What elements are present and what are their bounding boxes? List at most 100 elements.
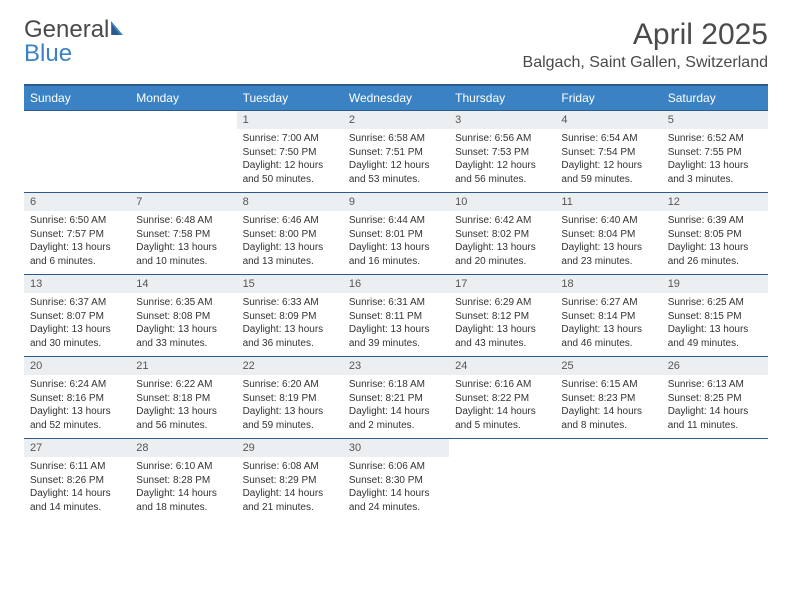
day-details: Sunrise: 6:44 AMSunset: 8:01 PMDaylight:… <box>343 211 449 271</box>
day-details: Sunrise: 6:27 AMSunset: 8:14 PMDaylight:… <box>555 293 661 353</box>
sunrise-text: Sunrise: 6:08 AM <box>243 460 337 474</box>
daylight-text: Daylight: 13 hours and 36 minutes. <box>243 323 337 350</box>
sunset-text: Sunset: 8:11 PM <box>349 310 443 324</box>
sunrise-text: Sunrise: 6:39 AM <box>668 214 762 228</box>
daylight-text: Daylight: 14 hours and 24 minutes. <box>349 487 443 514</box>
daylight-text: Daylight: 13 hours and 23 minutes. <box>561 241 655 268</box>
day-number: 2 <box>343 111 449 129</box>
day-details: Sunrise: 6:08 AMSunset: 8:29 PMDaylight:… <box>237 457 343 517</box>
day-number: 25 <box>555 357 661 375</box>
daylight-text: Daylight: 13 hours and 39 minutes. <box>349 323 443 350</box>
day-cell: 22Sunrise: 6:20 AMSunset: 8:19 PMDayligh… <box>237 357 343 439</box>
day-header-row: Sunday Monday Tuesday Wednesday Thursday… <box>24 85 768 111</box>
sunset-text: Sunset: 8:23 PM <box>561 392 655 406</box>
day-details: Sunrise: 6:37 AMSunset: 8:07 PMDaylight:… <box>24 293 130 353</box>
day-number: 22 <box>237 357 343 375</box>
day-number: 23 <box>343 357 449 375</box>
day-number: 4 <box>555 111 661 129</box>
day-cell <box>555 439 661 521</box>
sunset-text: Sunset: 8:08 PM <box>136 310 230 324</box>
sunset-text: Sunset: 8:05 PM <box>668 228 762 242</box>
day-details: Sunrise: 7:00 AMSunset: 7:50 PMDaylight:… <box>237 129 343 189</box>
day-cell: 29Sunrise: 6:08 AMSunset: 8:29 PMDayligh… <box>237 439 343 521</box>
calendar-body: 1Sunrise: 7:00 AMSunset: 7:50 PMDaylight… <box>24 111 768 521</box>
day-details: Sunrise: 6:11 AMSunset: 8:26 PMDaylight:… <box>24 457 130 517</box>
day-cell: 14Sunrise: 6:35 AMSunset: 8:08 PMDayligh… <box>130 275 236 357</box>
day-details: Sunrise: 6:40 AMSunset: 8:04 PMDaylight:… <box>555 211 661 271</box>
day-cell: 17Sunrise: 6:29 AMSunset: 8:12 PMDayligh… <box>449 275 555 357</box>
header: General Blue April 2025 Balgach, Saint G… <box>24 18 768 72</box>
page-root: General Blue April 2025 Balgach, Saint G… <box>0 0 792 539</box>
sunrise-text: Sunrise: 6:58 AM <box>349 132 443 146</box>
day-details: Sunrise: 6:24 AMSunset: 8:16 PMDaylight:… <box>24 375 130 435</box>
sunrise-text: Sunrise: 7:00 AM <box>243 132 337 146</box>
day-number: 28 <box>130 439 236 457</box>
week-row: 6Sunrise: 6:50 AMSunset: 7:57 PMDaylight… <box>24 193 768 275</box>
sunrise-text: Sunrise: 6:44 AM <box>349 214 443 228</box>
day-number: 13 <box>24 275 130 293</box>
day-cell: 20Sunrise: 6:24 AMSunset: 8:16 PMDayligh… <box>24 357 130 439</box>
sunset-text: Sunset: 8:07 PM <box>30 310 124 324</box>
sunset-text: Sunset: 7:54 PM <box>561 146 655 160</box>
sunrise-text: Sunrise: 6:56 AM <box>455 132 549 146</box>
daylight-text: Daylight: 14 hours and 21 minutes. <box>243 487 337 514</box>
sunrise-text: Sunrise: 6:10 AM <box>136 460 230 474</box>
daylight-text: Daylight: 13 hours and 6 minutes. <box>30 241 124 268</box>
sunrise-text: Sunrise: 6:06 AM <box>349 460 443 474</box>
daylight-text: Daylight: 14 hours and 2 minutes. <box>349 405 443 432</box>
day-cell <box>24 111 130 193</box>
day-cell: 21Sunrise: 6:22 AMSunset: 8:18 PMDayligh… <box>130 357 236 439</box>
day-details: Sunrise: 6:10 AMSunset: 8:28 PMDaylight:… <box>130 457 236 517</box>
day-number: 10 <box>449 193 555 211</box>
daylight-text: Daylight: 13 hours and 56 minutes. <box>136 405 230 432</box>
sunset-text: Sunset: 7:53 PM <box>455 146 549 160</box>
day-cell: 24Sunrise: 6:16 AMSunset: 8:22 PMDayligh… <box>449 357 555 439</box>
day-cell: 16Sunrise: 6:31 AMSunset: 8:11 PMDayligh… <box>343 275 449 357</box>
day-cell: 6Sunrise: 6:50 AMSunset: 7:57 PMDaylight… <box>24 193 130 275</box>
day-cell: 2Sunrise: 6:58 AMSunset: 7:51 PMDaylight… <box>343 111 449 193</box>
day-cell: 1Sunrise: 7:00 AMSunset: 7:50 PMDaylight… <box>237 111 343 193</box>
sunrise-text: Sunrise: 6:40 AM <box>561 214 655 228</box>
day-number: 6 <box>24 193 130 211</box>
sunset-text: Sunset: 7:57 PM <box>30 228 124 242</box>
sunset-text: Sunset: 8:02 PM <box>455 228 549 242</box>
sunset-text: Sunset: 8:29 PM <box>243 474 337 488</box>
day-number: 14 <box>130 275 236 293</box>
sunset-text: Sunset: 8:26 PM <box>30 474 124 488</box>
sunrise-text: Sunrise: 6:33 AM <box>243 296 337 310</box>
day-cell: 12Sunrise: 6:39 AMSunset: 8:05 PMDayligh… <box>662 193 768 275</box>
logo-text-block: General Blue <box>24 18 129 66</box>
day-cell: 27Sunrise: 6:11 AMSunset: 8:26 PMDayligh… <box>24 439 130 521</box>
week-row: 1Sunrise: 7:00 AMSunset: 7:50 PMDaylight… <box>24 111 768 193</box>
sunset-text: Sunset: 8:21 PM <box>349 392 443 406</box>
daylight-text: Daylight: 13 hours and 13 minutes. <box>243 241 337 268</box>
sunrise-text: Sunrise: 6:46 AM <box>243 214 337 228</box>
day-number: 18 <box>555 275 661 293</box>
daylight-text: Daylight: 12 hours and 56 minutes. <box>455 159 549 186</box>
dayhead-sat: Saturday <box>662 85 768 111</box>
daylight-text: Daylight: 13 hours and 43 minutes. <box>455 323 549 350</box>
day-number: 20 <box>24 357 130 375</box>
day-details: Sunrise: 6:50 AMSunset: 7:57 PMDaylight:… <box>24 211 130 271</box>
day-cell: 28Sunrise: 6:10 AMSunset: 8:28 PMDayligh… <box>130 439 236 521</box>
sunset-text: Sunset: 8:15 PM <box>668 310 762 324</box>
day-cell: 9Sunrise: 6:44 AMSunset: 8:01 PMDaylight… <box>343 193 449 275</box>
sunrise-text: Sunrise: 6:25 AM <box>668 296 762 310</box>
daylight-text: Daylight: 13 hours and 46 minutes. <box>561 323 655 350</box>
location-text: Balgach, Saint Gallen, Switzerland <box>523 54 768 72</box>
day-cell: 10Sunrise: 6:42 AMSunset: 8:02 PMDayligh… <box>449 193 555 275</box>
sunset-text: Sunset: 8:16 PM <box>30 392 124 406</box>
day-number: 1 <box>237 111 343 129</box>
sunset-text: Sunset: 8:19 PM <box>243 392 337 406</box>
day-cell: 25Sunrise: 6:15 AMSunset: 8:23 PMDayligh… <box>555 357 661 439</box>
daylight-text: Daylight: 14 hours and 18 minutes. <box>136 487 230 514</box>
day-number: 17 <box>449 275 555 293</box>
dayhead-sun: Sunday <box>24 85 130 111</box>
day-details: Sunrise: 6:48 AMSunset: 7:58 PMDaylight:… <box>130 211 236 271</box>
day-cell: 11Sunrise: 6:40 AMSunset: 8:04 PMDayligh… <box>555 193 661 275</box>
sunrise-text: Sunrise: 6:15 AM <box>561 378 655 392</box>
sunrise-text: Sunrise: 6:11 AM <box>30 460 124 474</box>
day-number: 19 <box>662 275 768 293</box>
dayhead-wed: Wednesday <box>343 85 449 111</box>
daylight-text: Daylight: 12 hours and 53 minutes. <box>349 159 443 186</box>
